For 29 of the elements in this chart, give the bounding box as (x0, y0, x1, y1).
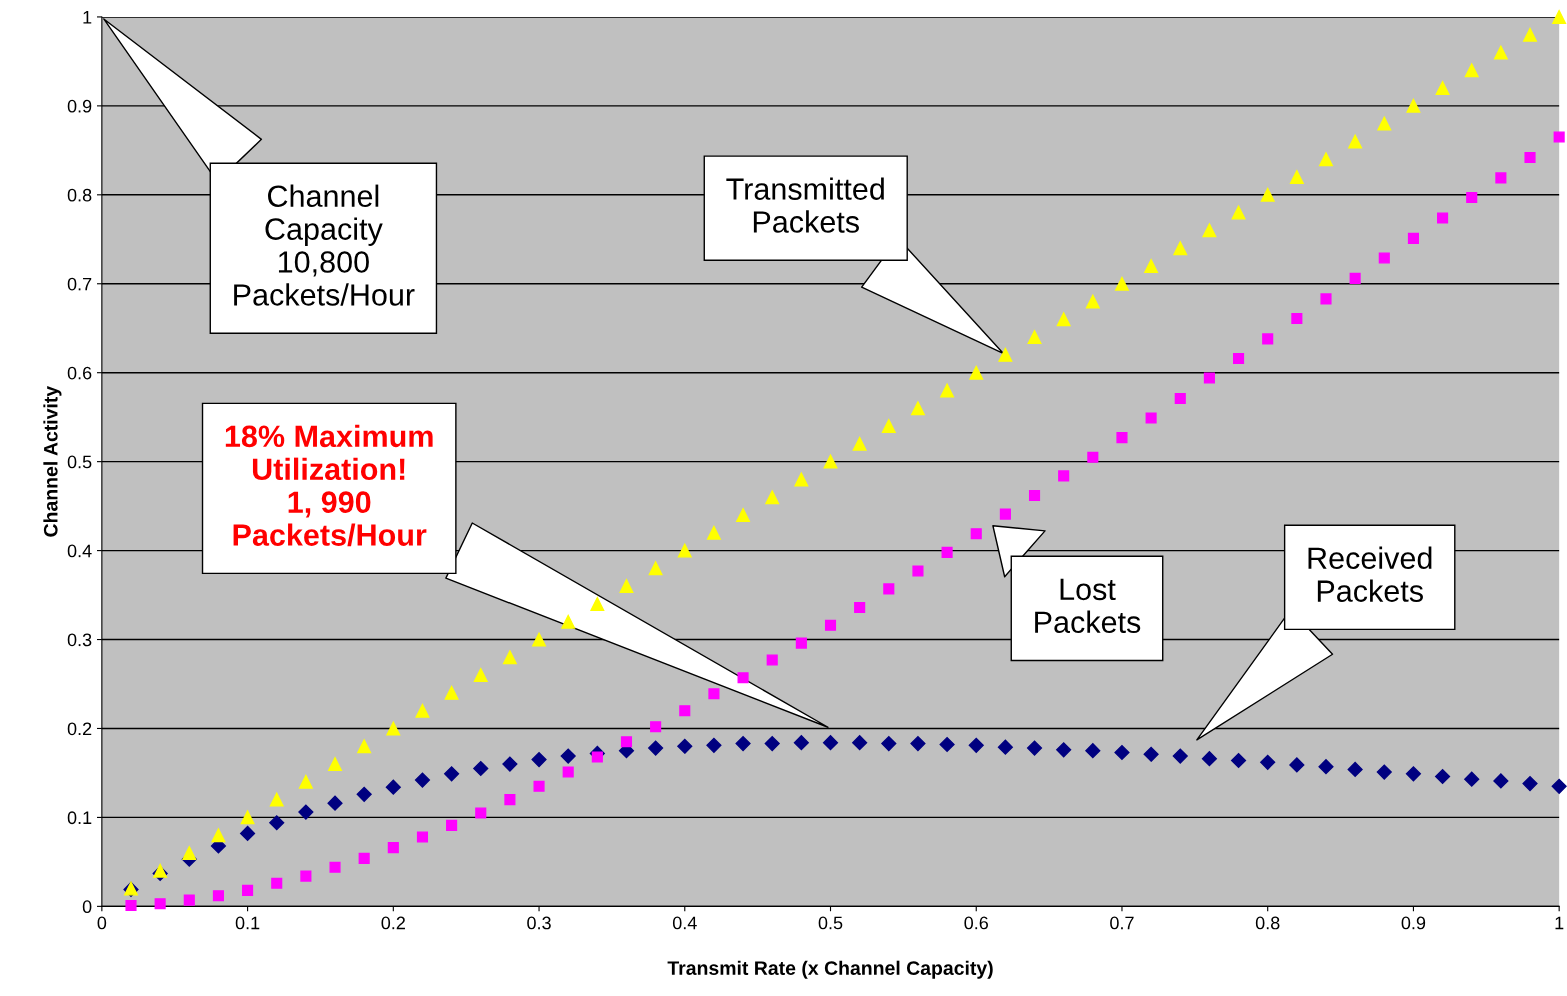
x-tick-label: 0.5 (818, 916, 843, 930)
x-axis-title: Transmit Rate (x Channel Capacity) (667, 960, 993, 979)
y-tick-label: 0.5 (67, 455, 92, 469)
x-tick-label: 0.2 (381, 916, 405, 930)
y-tick-label: 0.7 (67, 277, 92, 291)
x-tick-label: 0.9 (1401, 916, 1426, 930)
x-tick-label: 0.8 (1255, 916, 1280, 930)
y-tick-label: 0.6 (67, 366, 92, 380)
y-tick-label: 0.2 (67, 722, 92, 736)
annotation: Transmitted Packets (726, 177, 884, 233)
y-tick-label: 0.1 (67, 811, 92, 825)
annotation: Lost Packets (1035, 578, 1141, 634)
y-tick-label: 0.3 (67, 633, 92, 647)
annotation: Channel Capacity 10,800 Packets/Hour (234, 184, 415, 306)
annotation: 18% Maximum Utilization! 1, 990 Packets/Hour (225, 424, 433, 547)
y-tick-label: 0.9 (67, 99, 92, 113)
x-tick-label: 0.7 (1110, 916, 1134, 930)
annotation: Received Packets (1308, 546, 1432, 602)
x-tick-label: 0 (97, 916, 107, 930)
x-tick-label: 0.4 (672, 916, 697, 930)
y-tick-label: 0.4 (67, 544, 92, 558)
y-axis-title: Channel Activity (43, 385, 62, 537)
x-tick-label: 0.6 (964, 916, 988, 930)
y-tick-label: 0.8 (67, 188, 92, 202)
y-tick-label: 1 (83, 11, 92, 24)
x-tick-label: 0.3 (527, 916, 551, 930)
y-tick-label: 0 (82, 900, 92, 914)
x-tick-label: 0.1 (235, 916, 260, 930)
x-tick-label: 1 (1555, 916, 1564, 930)
